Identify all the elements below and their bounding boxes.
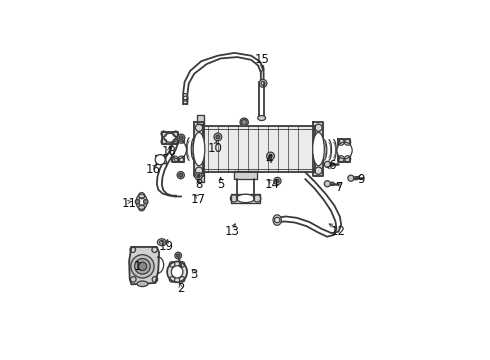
Ellipse shape	[157, 239, 166, 246]
Circle shape	[276, 179, 279, 183]
Ellipse shape	[273, 215, 281, 225]
Circle shape	[177, 172, 184, 179]
Circle shape	[135, 258, 150, 274]
Ellipse shape	[237, 194, 255, 203]
Text: 12: 12	[331, 225, 346, 238]
Text: 7: 7	[336, 181, 343, 194]
Circle shape	[324, 161, 330, 167]
Circle shape	[155, 155, 165, 165]
Text: 13: 13	[224, 225, 239, 238]
Ellipse shape	[170, 141, 187, 159]
Circle shape	[216, 135, 220, 139]
Polygon shape	[235, 171, 257, 179]
Ellipse shape	[172, 266, 183, 278]
Polygon shape	[162, 132, 178, 144]
Circle shape	[131, 255, 154, 278]
Text: 3: 3	[191, 268, 198, 281]
Polygon shape	[339, 139, 350, 162]
Circle shape	[178, 134, 185, 141]
Polygon shape	[203, 126, 315, 172]
Text: 2: 2	[177, 282, 184, 295]
Ellipse shape	[164, 133, 176, 142]
Text: 18: 18	[162, 145, 177, 158]
Polygon shape	[195, 122, 204, 176]
Circle shape	[348, 175, 354, 181]
Polygon shape	[314, 122, 323, 176]
Ellipse shape	[136, 194, 147, 210]
Circle shape	[195, 173, 202, 180]
Polygon shape	[197, 174, 204, 182]
Text: 15: 15	[255, 53, 270, 66]
Text: 10: 10	[208, 142, 222, 155]
Polygon shape	[231, 194, 260, 203]
Polygon shape	[197, 115, 204, 123]
Ellipse shape	[240, 118, 248, 126]
Ellipse shape	[337, 142, 352, 159]
Circle shape	[138, 262, 147, 270]
Polygon shape	[129, 247, 159, 284]
Circle shape	[179, 173, 183, 177]
Ellipse shape	[313, 132, 324, 166]
Text: 5: 5	[217, 178, 224, 191]
Circle shape	[176, 254, 180, 257]
Circle shape	[274, 177, 281, 185]
Ellipse shape	[137, 281, 148, 287]
Text: 17: 17	[191, 193, 206, 206]
Ellipse shape	[258, 116, 266, 121]
Circle shape	[175, 252, 182, 259]
Circle shape	[135, 199, 140, 204]
Text: 6: 6	[328, 159, 335, 172]
Circle shape	[242, 120, 247, 125]
Circle shape	[324, 181, 330, 187]
Text: 8: 8	[195, 178, 202, 191]
Circle shape	[179, 136, 183, 140]
Text: 4: 4	[266, 153, 273, 166]
Ellipse shape	[139, 198, 145, 206]
Ellipse shape	[159, 240, 164, 244]
Circle shape	[144, 199, 148, 204]
Circle shape	[269, 154, 272, 158]
Circle shape	[214, 133, 222, 141]
Ellipse shape	[193, 132, 205, 166]
Polygon shape	[155, 156, 167, 164]
Circle shape	[197, 175, 200, 178]
Text: 9: 9	[357, 172, 365, 185]
Text: 11: 11	[122, 198, 137, 211]
Text: 1: 1	[134, 260, 141, 273]
Ellipse shape	[167, 261, 187, 282]
Text: 14: 14	[265, 178, 279, 191]
Polygon shape	[172, 138, 184, 162]
Text: 19: 19	[159, 240, 174, 253]
Circle shape	[259, 80, 267, 87]
Text: 16: 16	[146, 163, 161, 176]
Circle shape	[267, 152, 274, 160]
